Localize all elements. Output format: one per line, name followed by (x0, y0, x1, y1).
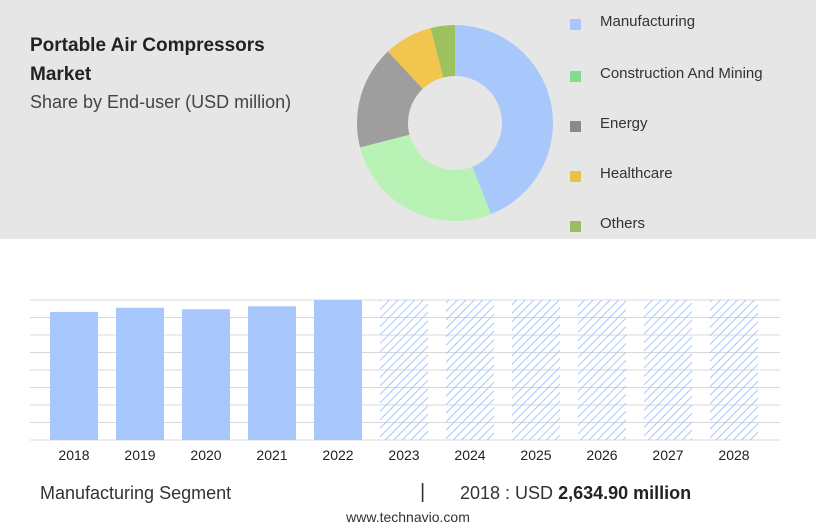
legend-swatch (570, 221, 581, 232)
footer-value-amount: 2,634.90 million (558, 483, 692, 503)
donut-slice-energy (357, 51, 423, 148)
x-tick-label-2021: 2021 (256, 447, 287, 463)
x-tick-label-2022: 2022 (322, 447, 353, 463)
donut-slice-manufacturing (455, 25, 554, 215)
x-tick-label-2028: 2028 (718, 447, 749, 463)
bar-forecast-2024 (446, 300, 494, 440)
bar-forecast-2028 (710, 300, 758, 440)
legend-label: Others (600, 215, 646, 232)
legend-label: Construction And Mining (600, 65, 763, 82)
bar-forecast-2025 (512, 300, 560, 440)
footer-value-prefix: 2018 : USD (460, 483, 554, 503)
footer-divider: | (420, 481, 426, 503)
legend-swatch (570, 71, 581, 82)
donut-slice-healthcare (387, 28, 444, 89)
bar-2021 (248, 306, 296, 440)
bar-2019 (116, 307, 164, 440)
x-tick-label-2027: 2027 (652, 447, 683, 463)
chart-title: Portable Air Compressors Market (30, 35, 265, 85)
x-tick-label-2023: 2023 (388, 447, 419, 463)
bar-2018 (50, 311, 98, 440)
legend-label: Energy (600, 115, 648, 132)
footer-value: 2018 : USD 2,634.90 million (460, 483, 691, 504)
bar-2022 (314, 300, 362, 440)
donut-chart (357, 25, 554, 221)
footer-segment-label: Manufacturing Segment (40, 483, 232, 503)
bar-forecast-2023 (380, 300, 428, 440)
x-tick-label-2024: 2024 (454, 447, 485, 463)
legend-label: Healthcare (600, 165, 673, 182)
x-tick-label-2026: 2026 (586, 447, 617, 463)
chart-subtitle: Share by End-user (USD million) (30, 92, 292, 112)
bar-forecast-2027 (644, 300, 692, 440)
bar-2020 (182, 309, 230, 440)
x-tick-label-2019: 2019 (124, 447, 155, 463)
source-url: www.technavio.com (346, 509, 470, 525)
donut-slice-others (430, 25, 455, 78)
bar-forecast-2026 (578, 300, 626, 440)
x-tick-label-2018: 2018 (58, 447, 89, 463)
legend-swatch (570, 121, 581, 132)
legend-label: Manufacturing (600, 13, 696, 30)
legend-swatch (570, 171, 581, 182)
bar-chart: 2018 2019 2020 2021 2022 2023 2024 2025 2026 2027… (30, 299, 780, 463)
x-tick-label-2025: 2025 (520, 447, 551, 463)
legend-swatch (570, 19, 581, 30)
donut-slice-construction-and-mining (360, 134, 492, 221)
x-tick-label-2020: 2020 (190, 447, 221, 463)
